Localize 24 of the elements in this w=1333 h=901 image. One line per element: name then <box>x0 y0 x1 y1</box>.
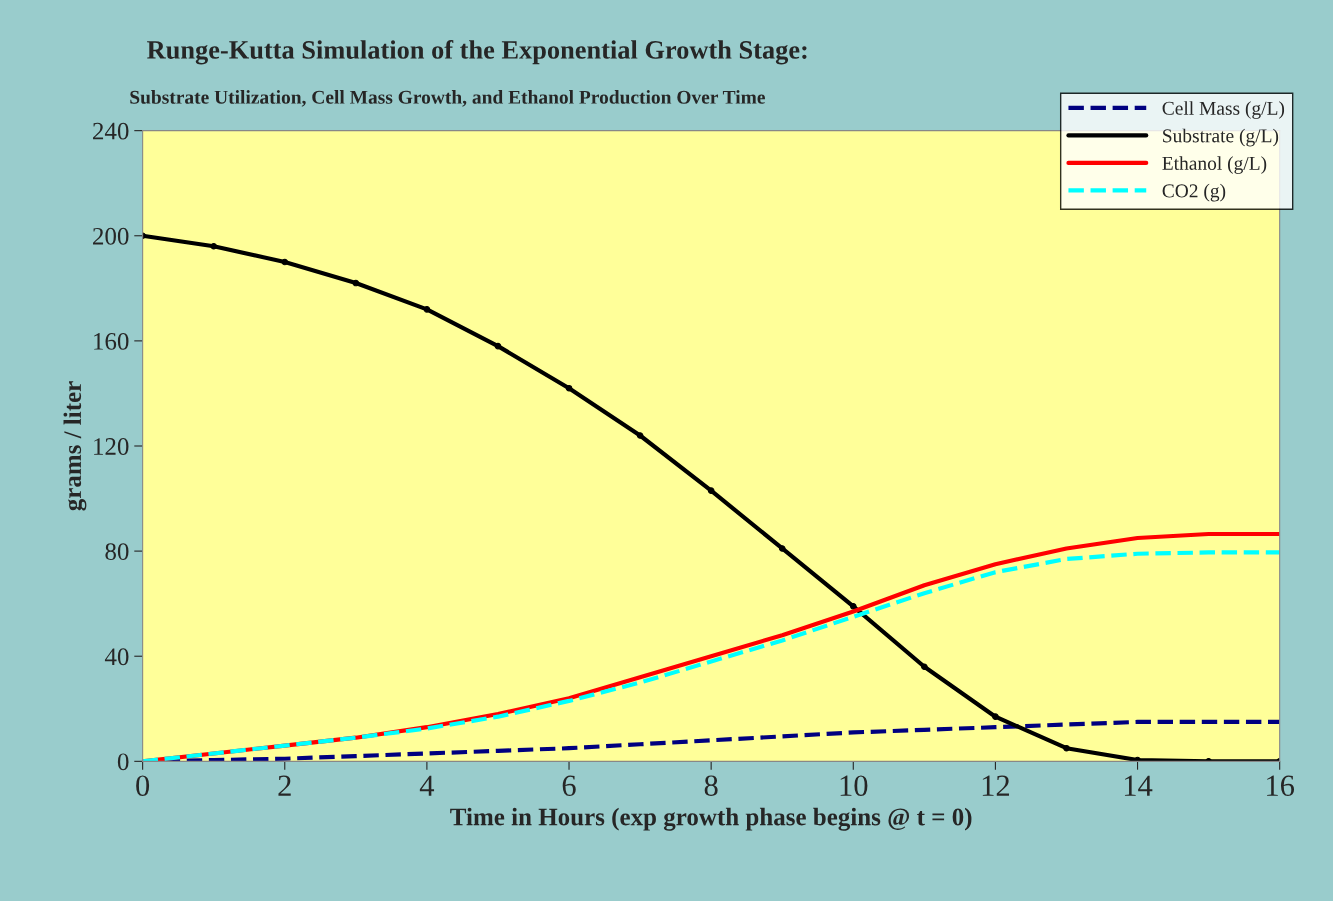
legend-label: Cell Mass (g/L) <box>1162 101 1285 119</box>
y-tick-label: 0 <box>117 753 129 771</box>
x-tick-label: 10 <box>840 775 868 797</box>
x-tick-label: 14 <box>1124 775 1153 796</box>
legend-label: Ethanol (g/L) <box>1162 156 1267 174</box>
y-tick-label: 200 <box>93 227 129 245</box>
x-tick-label: 2 <box>278 775 291 796</box>
legend-label: Substrate (g/L) <box>1163 128 1279 147</box>
x-tick-label: 16 <box>1267 775 1295 797</box>
y-tick-label: 160 <box>94 332 129 350</box>
y-tick-label: 40 <box>104 648 129 666</box>
y-tick-label: 240 <box>93 122 129 140</box>
chart-title: Runge-Kutta Simulation of the Exponential Growth Stage: <box>147 39 807 65</box>
x-tick-label: 8 <box>704 775 718 797</box>
x-tick-label: 0 <box>136 775 150 797</box>
x-tick-label: 4 <box>419 775 435 796</box>
legend-label: CO2 (g) <box>1162 183 1226 202</box>
x-tick-label: 12 <box>982 775 1010 796</box>
x-axis-title: Time in Hours (exp growth phase begins @ t = 0) <box>450 807 972 831</box>
y-tick-label: 120 <box>94 438 129 455</box>
chart-subtitle: Substrate Utilization, Cell Mass Growth, and Ethanol Production Over Time <box>130 90 765 107</box>
y-axis-title: grams / liter <box>63 381 87 511</box>
x-tick-label: 6 <box>562 775 576 797</box>
y-tick-label: 80 <box>105 543 129 561</box>
